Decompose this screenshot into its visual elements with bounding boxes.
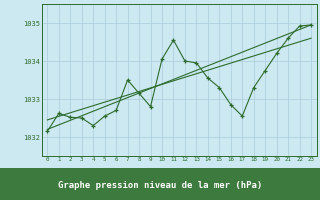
- Text: Graphe pression niveau de la mer (hPa): Graphe pression niveau de la mer (hPa): [58, 181, 262, 190]
